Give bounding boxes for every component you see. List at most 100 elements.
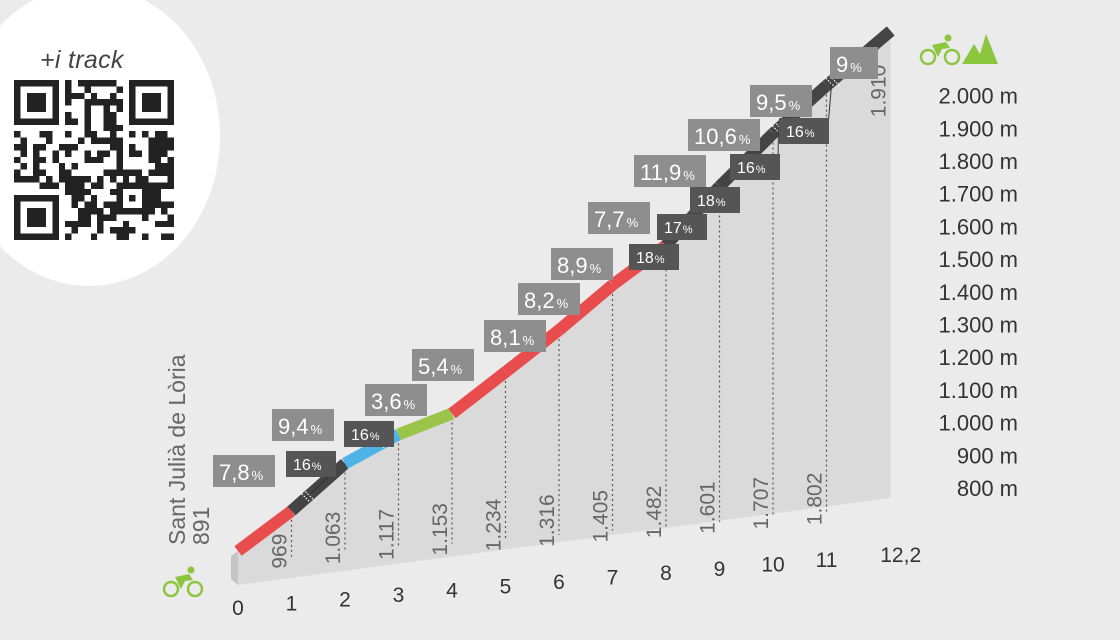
max-gradient-label: 17%: [664, 220, 693, 237]
y-tick-label: 800 m: [957, 476, 1018, 501]
avg-gradient-box: [272, 409, 334, 441]
max-gradient-label: 16%: [786, 124, 815, 141]
altitude-label: 1.234: [483, 498, 506, 551]
x-tick-label: 6: [553, 571, 565, 594]
avg-gradient-unit: %: [590, 261, 602, 276]
max-gradient-mark: [823, 75, 835, 87]
x-tick-label: 12,2: [880, 544, 921, 567]
x-tick-label: 2: [339, 588, 351, 611]
max-gradient-label: 18%: [697, 193, 726, 210]
profile-segment: [555, 280, 617, 335]
altitude-label: 1.117: [376, 509, 399, 560]
x-tick-label: 9: [714, 558, 726, 581]
profile-segment: [287, 458, 349, 516]
avg-gradient-unit: %: [451, 362, 463, 377]
avg-gradient-unit: %: [311, 422, 323, 437]
max-gradient-box: [730, 154, 780, 180]
y-tick-label: 2.000 m: [939, 84, 1019, 109]
avg-gradient-box: [551, 248, 613, 280]
altitude-label: 1.153: [429, 503, 452, 556]
avg-gradient-box: [588, 202, 650, 234]
avg-gradient-unit: %: [404, 397, 416, 412]
x-tick-label: 8: [660, 562, 672, 585]
altitude-label: 969: [269, 534, 292, 569]
avg-gradient-unit: %: [252, 468, 264, 483]
y-tick-label: 1.000 m: [939, 411, 1019, 436]
y-tick-label: 1.600 m: [939, 214, 1019, 239]
cyclist-start-icon: [162, 566, 204, 598]
mountain-icon: [962, 34, 998, 64]
max-gradient-mark: [305, 491, 316, 503]
max-gradient-mark: [299, 491, 310, 503]
max-gradient-unit: %: [805, 128, 815, 140]
avg-gradient-box: [750, 85, 812, 117]
cyclist-top-icon: [919, 34, 961, 66]
y-tick-label: 1.200 m: [939, 345, 1019, 370]
max-gradient-unit: %: [655, 254, 665, 266]
avg-gradient-label: 10,6%: [694, 124, 751, 149]
avg-gradient-unit: %: [557, 296, 569, 311]
avg-gradient-label: 11,9%: [640, 160, 695, 185]
max-gradient-label: 16%: [293, 457, 322, 474]
max-gradient-unit: %: [370, 431, 380, 443]
max-gradient-label: 16%: [737, 160, 766, 177]
avg-gradient-box: [518, 283, 580, 315]
profile-segment: [448, 367, 510, 419]
avg-gradient-box: [213, 455, 275, 487]
max-gradient-box: [690, 187, 740, 213]
avg-gradient-box: [634, 155, 706, 187]
avg-gradient-unit: %: [627, 215, 639, 230]
x-tick-label: 5: [500, 575, 512, 598]
altitude-label: 1.316: [536, 494, 559, 547]
max-gradient-unit: %: [716, 197, 726, 209]
max-gradient-box: [344, 421, 394, 447]
y-tick-label: 1.700 m: [939, 182, 1019, 207]
x-tick-label: 10: [761, 554, 784, 577]
max-gradient-unit: %: [683, 224, 693, 236]
max-gradient-box: [286, 451, 336, 477]
max-gradient-mark: [829, 75, 841, 87]
max-gradient-box: [629, 244, 679, 270]
block-side-face: [231, 551, 238, 585]
max-gradient-mark: [769, 123, 781, 135]
altitude-label: 1.482: [643, 486, 666, 539]
x-tick-label: 1: [286, 593, 298, 616]
avg-gradient-unit: %: [739, 132, 751, 147]
avg-gradient-unit: %: [789, 98, 801, 113]
profile-area: [238, 30, 891, 585]
y-tick-label: 1.100 m: [939, 378, 1019, 403]
x-tick-label: 0: [232, 597, 244, 620]
avg-gradient-label: 7,8%: [219, 460, 264, 485]
avg-gradient-unit: %: [850, 60, 862, 75]
max-gradient-unit: %: [756, 164, 766, 176]
max-gradient-unit: %: [312, 461, 322, 473]
x-tick-label: 4: [446, 580, 458, 603]
avg-gradient-box: [688, 119, 760, 151]
altitude-label: 1.063: [322, 512, 345, 565]
max-gradient-box: [779, 118, 829, 144]
x-tick-label: 11: [816, 549, 838, 572]
qr-code[interactable]: [14, 80, 174, 240]
altitude-label: 1.601: [697, 481, 720, 534]
altitude-label: 1.707: [750, 477, 773, 530]
max-gradient-box: [657, 214, 707, 240]
altitude-label: 1.405: [590, 490, 613, 543]
profile-segment: [234, 506, 296, 556]
x-tick-label: 7: [607, 567, 619, 590]
avg-gradient-unit: %: [523, 333, 535, 348]
y-tick-label: 1.800 m: [939, 149, 1019, 174]
avg-gradient-box: [830, 47, 878, 79]
y-tick-label: 1.500 m: [939, 247, 1019, 272]
profile-segment: [396, 407, 455, 440]
avg-gradient-box: [412, 349, 474, 381]
y-tick-label: 1.300 m: [939, 313, 1019, 338]
x-tick-label: 3: [393, 584, 405, 607]
start-location-label: Sant Julià de Lòria: [164, 354, 190, 545]
altitude-label: 1.802: [804, 473, 827, 526]
max-gradient-label: 18%: [636, 250, 665, 267]
y-tick-label: 1.400 m: [939, 280, 1019, 305]
max-gradient-label: 16%: [351, 427, 380, 444]
y-tick-label: 900 m: [957, 443, 1018, 468]
avg-gradient-box: [365, 384, 427, 416]
